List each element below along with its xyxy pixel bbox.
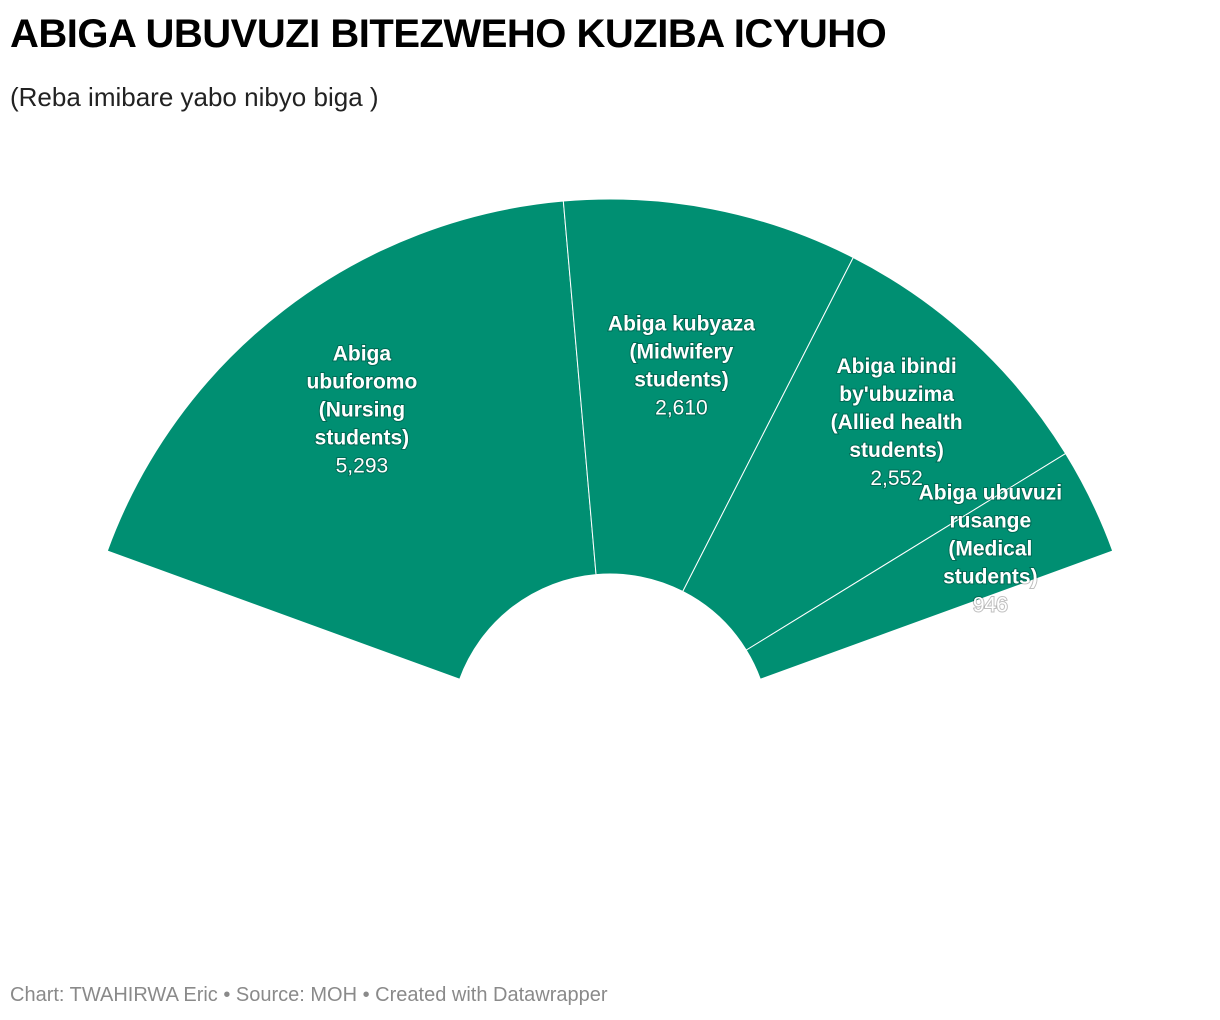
- label-group: Abiga ubuforomo (Nursing students) 5,293 Abig…: [306, 312, 1064, 618]
- slice-1-value: 5,293: [336, 454, 389, 477]
- slice-4-label-line: students): [943, 566, 1038, 589]
- slice-4: [745, 452, 1114, 680]
- slice-3-label-line: Abiga ibindi: [837, 355, 957, 378]
- slice-1-label-line: students): [315, 426, 410, 449]
- slice-3-label-line: by'ubuzima: [839, 383, 954, 406]
- slice-4-label-line: (Medical: [948, 538, 1032, 561]
- slice-3: [682, 256, 1067, 651]
- slice-1-label-line: ubuforomo: [307, 370, 418, 393]
- slice-4-label-line: Abiga ubuvuzi: [919, 482, 1063, 505]
- slice-4-value: 946: [973, 594, 1008, 617]
- chart-footer: Chart: TWAHIRWA Eric • Source: MOH • Cre…: [10, 984, 608, 1006]
- slice-2-label-line: (Midwifery: [630, 341, 734, 364]
- slice-4-label-line: rusange: [950, 510, 1032, 533]
- slice-2-label-line: students): [634, 369, 729, 392]
- chart-title: ABIGA UBUVUZI BITEZWEHO KUZIBA ICYUHO: [10, 12, 887, 56]
- slice-1: [106, 200, 597, 680]
- slice-1-label-line: Abiga: [333, 342, 392, 365]
- slice-3-value: 2,552: [870, 467, 923, 490]
- slice-3-label-line: (Allied health: [831, 411, 963, 434]
- slice-2-label-line: Abiga kubyaza: [608, 313, 755, 336]
- slice-2-value: 2,610: [655, 397, 708, 420]
- slice-1-label-line: (Nursing: [319, 398, 405, 421]
- chart-subtitle: (Reba imibare yabo nibyo biga ): [10, 82, 379, 112]
- slice-group: [106, 198, 1114, 680]
- slice-3-label-line: students): [849, 439, 944, 462]
- slice-2: [562, 198, 854, 593]
